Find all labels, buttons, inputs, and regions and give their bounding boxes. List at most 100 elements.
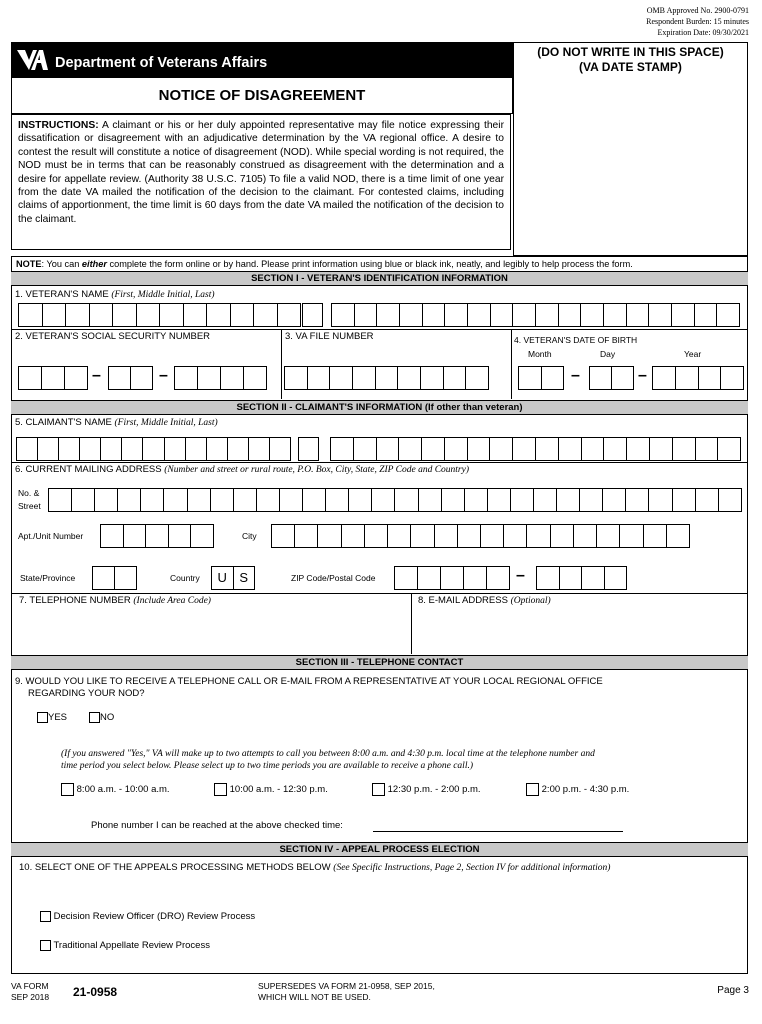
- veteran-middle-initial-input[interactable]: [302, 303, 323, 327]
- char-box[interactable]: [580, 438, 604, 460]
- char-box[interactable]: [549, 525, 573, 547]
- claimant-middle-initial-input[interactable]: [298, 437, 319, 461]
- char-box[interactable]: [602, 489, 625, 511]
- yes-checkbox[interactable]: [37, 712, 48, 723]
- no-checkbox[interactable]: [89, 712, 100, 723]
- char-box[interactable]: [720, 367, 743, 389]
- char-box[interactable]: [420, 367, 443, 389]
- checkbox[interactable]: [526, 783, 539, 796]
- char-box[interactable]: [17, 438, 37, 460]
- char-box[interactable]: [182, 304, 207, 326]
- char-box[interactable]: [466, 438, 490, 460]
- char-box[interactable]: [394, 489, 417, 511]
- char-box[interactable]: [694, 489, 718, 511]
- char-box[interactable]: [603, 438, 626, 460]
- char-box[interactable]: [648, 489, 671, 511]
- char-box[interactable]: [121, 438, 142, 460]
- char-box[interactable]: [590, 367, 611, 389]
- char-box[interactable]: [486, 567, 509, 589]
- char-box[interactable]: [526, 525, 549, 547]
- char-box[interactable]: [276, 304, 301, 326]
- char-box[interactable]: [243, 367, 266, 389]
- char-box[interactable]: [209, 489, 233, 511]
- va-file-number-input[interactable]: [284, 366, 489, 390]
- char-box[interactable]: [255, 489, 279, 511]
- char-box[interactable]: [253, 304, 277, 326]
- char-box[interactable]: [19, 367, 41, 389]
- char-box[interactable]: [540, 367, 564, 389]
- char-box[interactable]: [94, 489, 117, 511]
- char-box[interactable]: [421, 304, 445, 326]
- char-box[interactable]: [88, 304, 113, 326]
- char-box[interactable]: [626, 438, 649, 460]
- char-box[interactable]: [348, 489, 371, 511]
- char-box[interactable]: [717, 438, 740, 460]
- char-box[interactable]: [479, 525, 503, 547]
- char-box[interactable]: [693, 304, 717, 326]
- char-box[interactable]: [535, 438, 558, 460]
- char-box[interactable]: [325, 489, 348, 511]
- char-box[interactable]: [443, 438, 467, 460]
- char-box[interactable]: [229, 304, 254, 326]
- char-box[interactable]: [58, 438, 79, 460]
- char-box[interactable]: [109, 367, 130, 389]
- char-box[interactable]: [375, 438, 399, 460]
- char-box[interactable]: [399, 304, 422, 326]
- char-box[interactable]: [463, 489, 487, 511]
- char-box[interactable]: [519, 367, 541, 389]
- char-box[interactable]: [716, 304, 739, 326]
- char-box[interactable]: [717, 489, 741, 511]
- char-box[interactable]: [440, 489, 464, 511]
- char-box[interactable]: [509, 489, 533, 511]
- char-box[interactable]: [112, 304, 136, 326]
- char-box[interactable]: [580, 304, 603, 326]
- char-box[interactable]: [444, 304, 467, 326]
- char-box[interactable]: [665, 525, 689, 547]
- char-box[interactable]: [331, 438, 353, 460]
- char-box[interactable]: [37, 438, 58, 460]
- dob-day-input[interactable]: [589, 366, 634, 390]
- telephone-input[interactable]: [12, 608, 410, 653]
- char-box[interactable]: [433, 525, 457, 547]
- char-box[interactable]: [395, 567, 417, 589]
- char-box[interactable]: [697, 367, 721, 389]
- time-option-2[interactable]: 10:00 a.m. - 12:30 p.m.: [214, 783, 328, 796]
- char-box[interactable]: [603, 567, 627, 589]
- char-box[interactable]: [557, 304, 581, 326]
- char-box[interactable]: [671, 438, 695, 460]
- char-box[interactable]: [329, 367, 352, 389]
- char-box[interactable]: [421, 438, 444, 460]
- char-box[interactable]: [64, 367, 87, 389]
- char-box[interactable]: [268, 438, 290, 460]
- char-box[interactable]: [19, 304, 42, 326]
- char-box[interactable]: [625, 489, 648, 511]
- char-box[interactable]: [100, 438, 121, 460]
- dob-year-input[interactable]: [652, 366, 744, 390]
- ssn-part3-input[interactable]: [174, 366, 267, 390]
- char-box[interactable]: [197, 367, 220, 389]
- char-box[interactable]: [306, 367, 330, 389]
- street-input[interactable]: [48, 488, 742, 512]
- char-box[interactable]: [648, 304, 671, 326]
- dro-option[interactable]: Decision Review Officer (DRO) Review Pro…: [40, 911, 255, 922]
- ssn-part1-input[interactable]: [18, 366, 88, 390]
- checkbox[interactable]: [372, 783, 385, 796]
- veteran-last-name-input[interactable]: [331, 303, 740, 327]
- char-box[interactable]: [272, 525, 294, 547]
- char-box[interactable]: [278, 489, 302, 511]
- char-box[interactable]: [417, 489, 441, 511]
- time-option-4[interactable]: 2:00 p.m. - 4:30 p.m.: [526, 783, 629, 796]
- char-box[interactable]: [619, 525, 642, 547]
- char-box[interactable]: [226, 438, 248, 460]
- char-box[interactable]: [503, 525, 526, 547]
- time-option-3[interactable]: 12:30 p.m. - 2:00 p.m.: [372, 783, 481, 796]
- char-box[interactable]: [71, 489, 94, 511]
- char-box[interactable]: [363, 525, 387, 547]
- checkbox[interactable]: [214, 783, 227, 796]
- checkbox[interactable]: [40, 940, 51, 951]
- char-box[interactable]: [332, 304, 354, 326]
- char-box[interactable]: [417, 567, 440, 589]
- char-box[interactable]: [163, 438, 185, 460]
- char-box[interactable]: [159, 304, 183, 326]
